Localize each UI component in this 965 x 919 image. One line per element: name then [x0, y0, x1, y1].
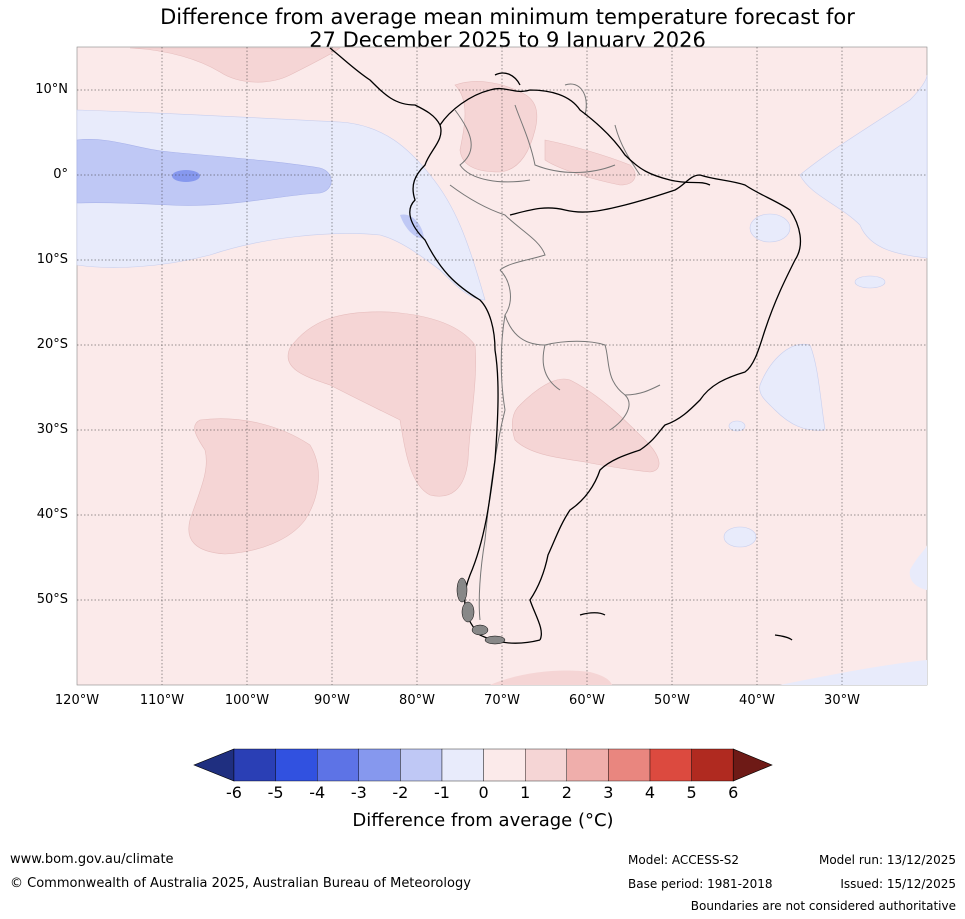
colorbar-segment	[275, 748, 318, 782]
cool-spot-1	[749, 213, 791, 243]
model-run: Model run: 13/12/2025	[818, 853, 956, 867]
colorbar-tick: 4	[644, 783, 656, 802]
colorbar-segment	[608, 748, 651, 782]
colorbar-segment	[483, 748, 526, 782]
colorbar-tick: -2	[392, 783, 409, 802]
colorbar-segment	[649, 748, 692, 782]
lon-label: 50°W	[654, 693, 690, 708]
colorbar-segment	[358, 748, 401, 782]
lat-label: 10°N	[35, 82, 68, 97]
colorbar-tick: -5	[267, 783, 284, 802]
cool-region-atlantic-2	[759, 343, 826, 431]
lon-label: 60°W	[569, 693, 605, 708]
cool-core	[172, 170, 200, 182]
colorbar-tick: 6	[728, 783, 739, 802]
lon-label: 100°W	[224, 693, 270, 708]
colorbar-label: Difference from average (°C)	[352, 810, 614, 831]
lon-label: 90°W	[314, 693, 350, 708]
fjords	[456, 577, 506, 645]
colorbar-arrow-high	[732, 748, 773, 782]
colorbar-segment	[566, 748, 609, 782]
colorbar-arrow-low	[193, 748, 235, 782]
colorbar-tick: 3	[603, 783, 614, 802]
lat-label: 10°S	[36, 252, 68, 267]
lon-label: 110°W	[139, 693, 185, 708]
country-borders	[449, 83, 661, 621]
map-title-line1: Difference from average mean minimum tem…	[160, 5, 855, 29]
graticule	[77, 47, 927, 685]
colorbar-segment	[525, 748, 568, 782]
colorbar-tick: 2	[561, 783, 572, 802]
colorbar	[193, 748, 773, 782]
warm-region-far-south	[490, 670, 612, 685]
lat-label: 20°S	[36, 337, 68, 352]
model-name: Model: ACCESS-S2	[628, 853, 740, 867]
cool-spot-2	[854, 275, 886, 289]
colorbar-segment	[441, 748, 484, 782]
colorbar-tick: -3	[350, 783, 367, 802]
colorbar-tick: -6	[226, 783, 242, 802]
lat-label: 0°	[53, 167, 68, 182]
colorbar-tick: -1	[434, 783, 450, 802]
colorbar-tick: 1	[520, 783, 531, 802]
warm-region-venezuela	[454, 81, 538, 173]
warm-region-east-pacific	[287, 311, 476, 497]
lat-label: 50°S	[36, 592, 68, 607]
boundaries-disclaimer: Boundaries are not considered authoritat…	[690, 899, 956, 913]
lat-label: 40°S	[36, 507, 68, 522]
cool-region-pacific-strong	[76, 139, 332, 206]
colorbar-tick: -4	[309, 783, 326, 802]
colorbar-segment	[400, 748, 443, 782]
colorbar-tick: 5	[686, 783, 697, 802]
cool-spot-4	[728, 420, 746, 432]
colorbar-segment	[691, 748, 734, 782]
lon-label: 120°W	[54, 693, 100, 708]
lon-label: 80°W	[399, 693, 435, 708]
warm-region-argentina	[511, 378, 660, 473]
lon-label: 40°W	[739, 693, 775, 708]
website-link[interactable]: www.bom.gov.au/climate	[10, 852, 174, 867]
colorbar-segment	[233, 748, 276, 782]
lon-label: 30°W	[824, 693, 860, 708]
warm-region-guiana	[544, 139, 636, 186]
cool-spot-5	[909, 545, 927, 590]
cool-region-atlantic	[799, 74, 928, 259]
colorbar-tick: 0	[478, 783, 489, 802]
lon-label: 70°W	[484, 693, 520, 708]
cool-spot-3	[723, 526, 757, 548]
lat-label: 30°S	[36, 422, 68, 437]
issued-date: Issued: 15/12/2025	[840, 877, 956, 891]
warm-region-south-pacific	[188, 418, 319, 555]
warm-region-north	[129, 47, 341, 83]
coastline	[329, 47, 802, 644]
base-period: Base period: 1981-2018	[628, 877, 773, 891]
colorbar-segment	[317, 748, 360, 782]
cool-region-south	[780, 660, 927, 685]
copyright-text: © Commonwealth of Australia 2025, Austra…	[10, 876, 471, 891]
